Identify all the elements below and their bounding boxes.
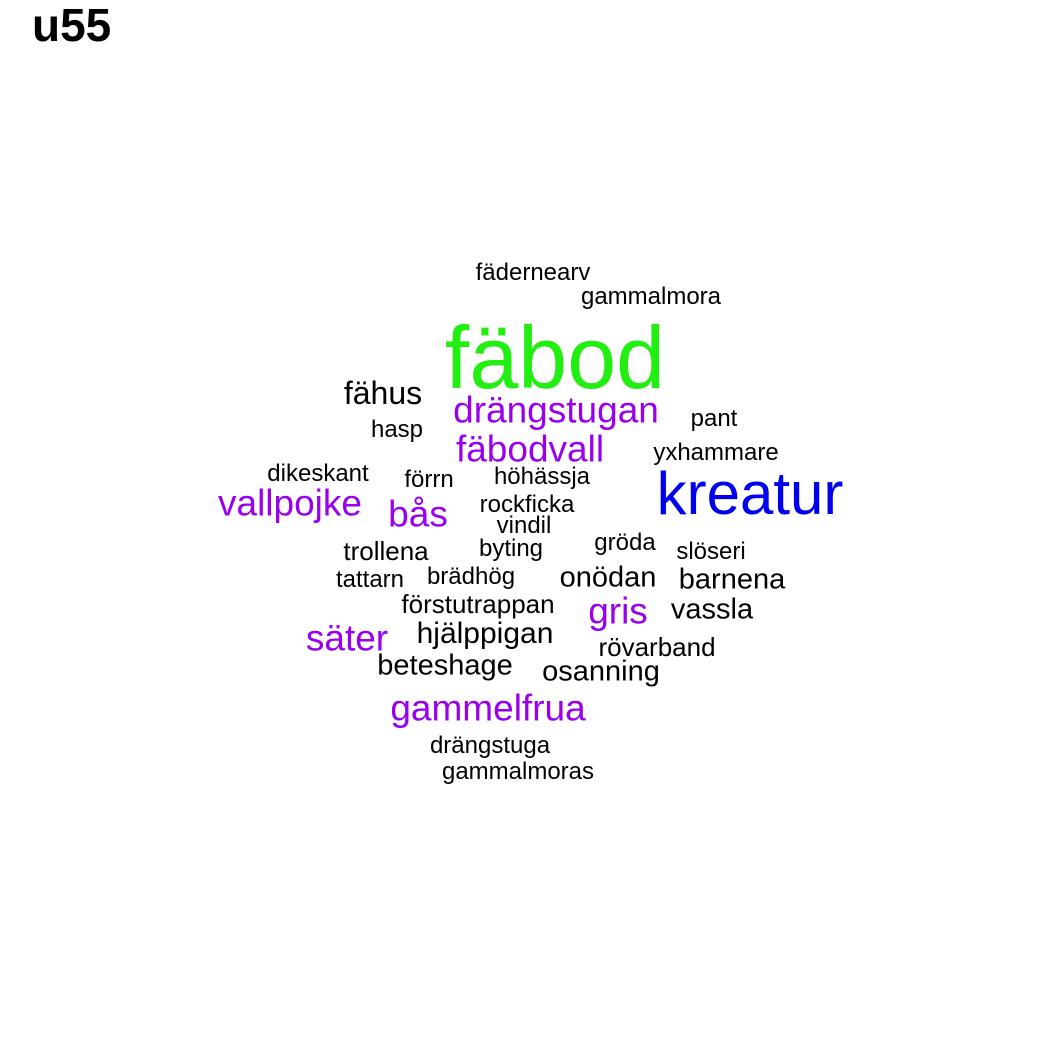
word-hasp: hasp xyxy=(370,416,424,443)
word-fadernearv: fädernearv xyxy=(475,259,591,286)
word-onodan: onödan xyxy=(559,561,657,594)
word-vallpojke: vallpojke xyxy=(218,482,362,524)
word-drangstuga: drängstuga xyxy=(429,732,551,759)
word-sloseri: slöseri xyxy=(676,538,746,565)
page-title: u55 xyxy=(32,0,112,51)
word-groda: gröda xyxy=(594,529,656,556)
word-osanning: osanning xyxy=(542,655,660,688)
word-kreatur: kreatur xyxy=(656,460,844,527)
word-fabod: fäbod xyxy=(444,308,666,407)
word-rockficka: rockficka xyxy=(479,491,575,518)
word-bradhog: brädhög xyxy=(426,563,516,590)
word-hjalppigan: hjälppigan xyxy=(416,617,554,650)
word-vassla: vassla xyxy=(670,593,754,626)
word-forstutrappan: förstutrappan xyxy=(401,589,555,619)
word-drangstugan: drängstugan xyxy=(453,389,659,431)
word-sater: säter xyxy=(305,617,389,659)
word-beteshage: beteshage xyxy=(377,649,513,682)
word-tattarn: tattarn xyxy=(335,566,405,593)
word-gris: gris xyxy=(588,590,648,632)
word-vindil: vindil xyxy=(496,512,552,539)
word-gammelfrua: gammelfrua xyxy=(390,687,586,729)
word-bas: bås xyxy=(388,493,448,535)
word-fabodvall: fäbodvall xyxy=(455,428,605,470)
word-hohassja: höhässja xyxy=(493,463,591,490)
word-pant: pant xyxy=(690,405,738,432)
word-fahus: fähus xyxy=(343,375,423,411)
word-gammalmoras: gammalmoras xyxy=(441,758,595,785)
word-trollena: trollena xyxy=(343,536,429,566)
word-rovarband: rövarband xyxy=(598,632,716,662)
word-yxhammare: yxhammare xyxy=(653,439,779,466)
word-byting: byting xyxy=(478,535,544,562)
word-gammalmora: gammalmora xyxy=(580,283,722,310)
word-forrn: förrn xyxy=(404,466,454,493)
word-barnena: barnena xyxy=(678,563,786,596)
word-dikeskant: dikeskant xyxy=(267,460,369,487)
